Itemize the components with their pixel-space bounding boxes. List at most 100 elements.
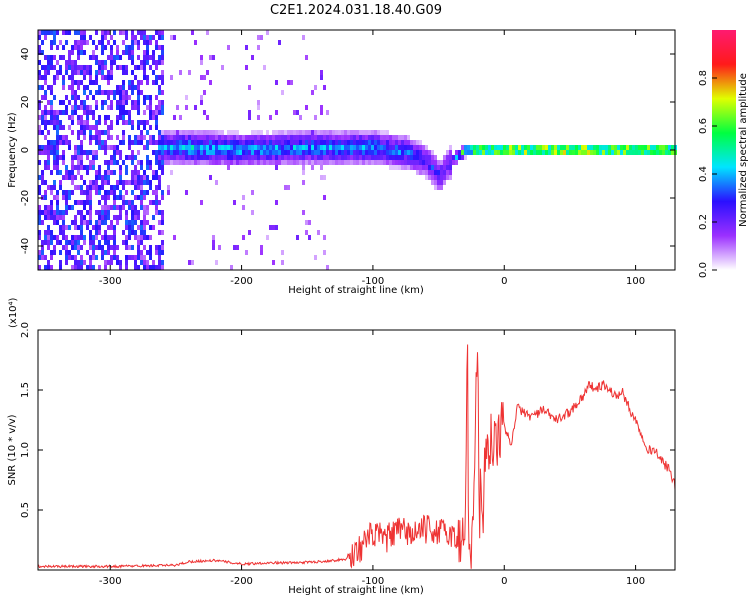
spectrogram-cell (203, 160, 206, 165)
spectrogram-cell (95, 140, 98, 145)
spectrogram-cell (176, 135, 179, 140)
spectrogram-cell (332, 160, 335, 165)
spectrogram-cell (98, 60, 101, 65)
spectrogram-cell (83, 200, 86, 205)
spectrogram-cell (146, 120, 149, 125)
spectrogram-cell (437, 165, 440, 170)
spectrogram-cell (377, 160, 380, 165)
spectrogram-cell (446, 165, 449, 170)
spectrogram-cell (419, 155, 422, 160)
spectrogram-cell (242, 160, 245, 165)
spectrogram-cell (236, 150, 239, 155)
spectrogram-cell (62, 150, 65, 155)
spectrogram-cell (53, 220, 56, 225)
spectrogram-cell (89, 200, 92, 205)
spectrogram-cell (98, 210, 101, 215)
spectrogram-cell (308, 130, 311, 135)
spectrogram-cell (512, 150, 515, 155)
spectrogram-cell (287, 80, 290, 85)
spectrogram-cell (344, 155, 347, 160)
spectrogram-cell (440, 185, 443, 190)
spectrogram-cell (50, 90, 53, 95)
spectrogram-cell (38, 250, 41, 255)
spectrogram-cell (56, 235, 59, 240)
spectrogram-cell (62, 210, 65, 215)
spectrogram-cell (116, 255, 119, 260)
spectrogram-cell (131, 210, 134, 215)
spectrogram-cell (137, 255, 140, 260)
spectrogram-cell (131, 150, 134, 155)
spectrogram-cell (92, 80, 95, 85)
spectrogram-cell (113, 195, 116, 200)
spectrogram-cell (86, 65, 89, 70)
spectrogram-cell (131, 45, 134, 50)
spectrogram-cell (143, 125, 146, 130)
spectrogram-cell (104, 210, 107, 215)
spectrogram-cell (98, 200, 101, 205)
spectrogram-cell (143, 255, 146, 260)
spectrogram-cell (74, 240, 77, 245)
spectrogram-cell (80, 160, 83, 165)
spectrogram-cell (308, 140, 311, 145)
spectrogram-cell (95, 170, 98, 175)
spectrogram-cell (218, 245, 221, 250)
spectrogram-cell (200, 55, 203, 60)
snr-series-line (37, 344, 676, 569)
spectrogram-cell (398, 165, 401, 170)
spectrogram-cell (245, 150, 248, 155)
spectrogram-cell (194, 130, 197, 135)
spectrogram-cell (173, 150, 176, 155)
spectrogram-cell (116, 100, 119, 105)
spectrogram-cell (113, 95, 116, 100)
spectrogram-cell (125, 260, 128, 265)
spectrogram-cell (152, 260, 155, 265)
spectrogram-cell (47, 60, 50, 65)
spectrogram-cell (488, 150, 491, 155)
spectrogram-cell (365, 150, 368, 155)
spectrogram-cell (491, 150, 494, 155)
spectrogram-cell (662, 150, 665, 155)
spectrogram-cell (110, 75, 113, 80)
spectrogram-cell (92, 255, 95, 260)
spectrogram-cell (98, 90, 101, 95)
spectrogram-cell (659, 145, 662, 150)
spectrogram-cell (89, 110, 92, 115)
spectrogram-cell (86, 190, 89, 195)
spectrogram-cell (341, 150, 344, 155)
spectrogram-cell (155, 60, 158, 65)
spectrogram-cell (515, 150, 518, 155)
spectrogram-cell (95, 120, 98, 125)
spectrogram-cell (65, 70, 68, 75)
spectrogram-cell (200, 155, 203, 160)
spectrogram-cell (524, 150, 527, 155)
spectrogram-cell (179, 155, 182, 160)
spectrogram-cell (143, 225, 146, 230)
spectrogram-cell (281, 130, 284, 135)
spectrogram-cell (134, 215, 137, 220)
spectrogram-cell (104, 200, 107, 205)
spectrogram-cell (143, 230, 146, 235)
spectrogram-cell (116, 50, 119, 55)
spectrogram-cell (149, 65, 152, 70)
spectrogram-cell (83, 260, 86, 265)
spectrogram-cell (656, 150, 659, 155)
spectrogram-cell (53, 30, 56, 35)
spectrogram-cell (344, 140, 347, 145)
spectrogram-cell (152, 80, 155, 85)
snr-x-tick-label: -200 (230, 576, 253, 587)
spectrogram-cell (479, 145, 482, 150)
spectrogram-cell (602, 145, 605, 150)
spectrogram-y-axis-label: Frequency (Hz) (7, 112, 18, 188)
spectrogram-cell (422, 155, 425, 160)
spectrogram-cell (107, 245, 110, 250)
spectrogram-cell (158, 185, 161, 190)
spectrogram-cell (131, 155, 134, 160)
snr-scale-label: (x10⁴) (8, 297, 19, 328)
spectrogram-cell (497, 150, 500, 155)
spectrogram-cell (188, 70, 191, 75)
spectrogram-cell (104, 195, 107, 200)
spectrogram-cell (149, 115, 152, 120)
spectrogram-cell (482, 145, 485, 150)
spectrogram-cell (584, 145, 587, 150)
spectrogram-cell (464, 145, 467, 150)
